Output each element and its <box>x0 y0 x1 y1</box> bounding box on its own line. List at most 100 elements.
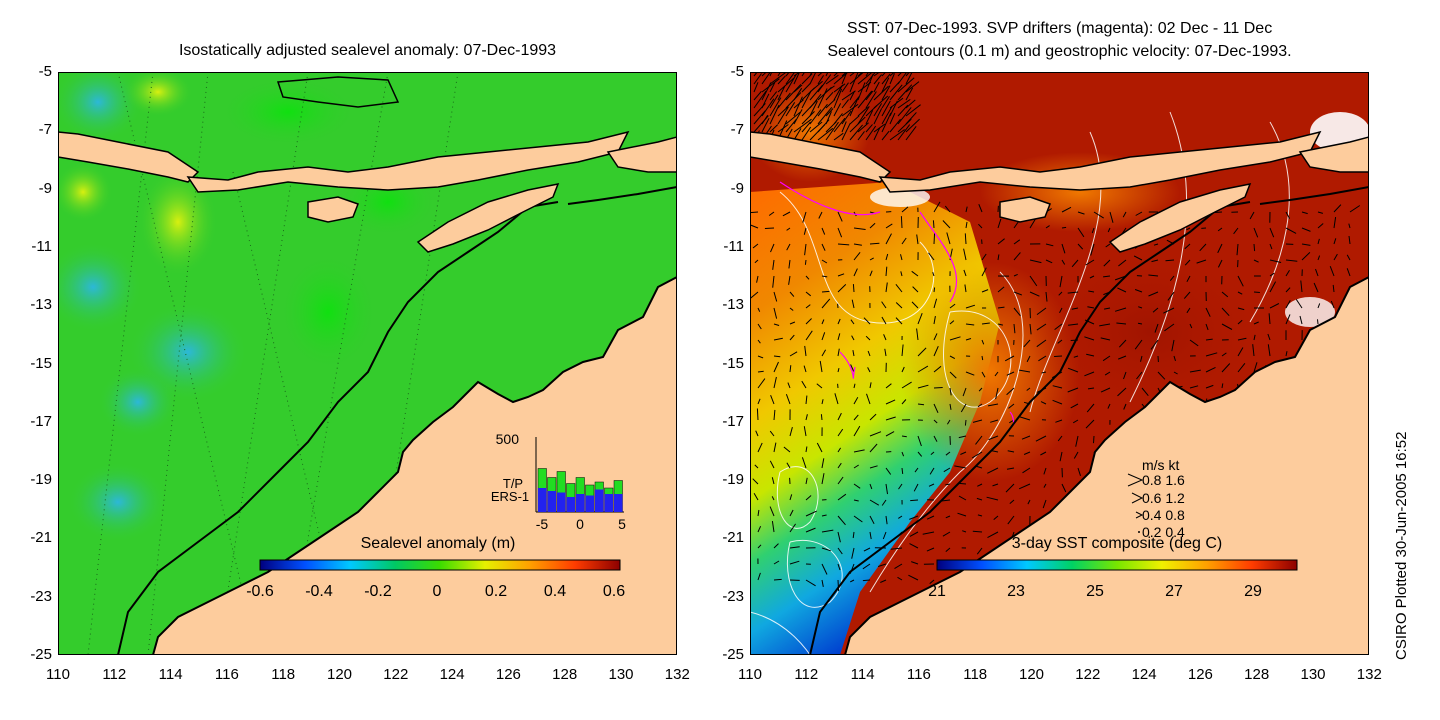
velocity-arrow <box>1055 419 1063 423</box>
velocity-arrow <box>821 579 824 587</box>
velocity-arrow <box>1009 499 1015 504</box>
velocity-arrow <box>789 307 794 311</box>
velocity-arrow <box>1173 371 1178 375</box>
velocity-arrow <box>1205 323 1209 331</box>
velocity-arrow <box>1072 419 1079 424</box>
velocity-arrow <box>943 467 951 473</box>
velocity-arrow <box>805 510 817 517</box>
velocity-arrow <box>867 367 871 373</box>
velocity-arrow <box>957 512 967 517</box>
velocity-arrow <box>853 227 866 230</box>
velocity-arrow <box>1205 384 1214 389</box>
velocity-arrow <box>1140 355 1143 362</box>
velocity-arrow <box>773 578 782 581</box>
velocity-arrow <box>895 302 903 309</box>
velocity-arrow <box>901 237 907 245</box>
velocity-arrow <box>805 414 808 421</box>
velocity-arrow <box>1118 339 1127 348</box>
velocity-arrow <box>773 376 777 389</box>
velocity-arrow <box>1052 399 1063 405</box>
velocity-arrow <box>894 563 903 570</box>
velocity-arrow <box>897 107 912 125</box>
inset-bar-ers <box>595 489 604 512</box>
velocity-arrow <box>821 349 827 357</box>
velocity-arrow <box>755 430 759 437</box>
inset-legend-ers: ERS-1 <box>491 489 529 504</box>
velocity-arrow <box>801 73 813 85</box>
velocity-arrow <box>789 523 797 533</box>
velocity-arrow <box>1217 227 1223 232</box>
velocity-arrow <box>837 243 850 246</box>
velocity-arrow <box>1186 307 1191 314</box>
velocity-arrow <box>862 563 871 570</box>
velocity-arrow <box>905 126 917 141</box>
low-anomaly-region <box>58 72 143 142</box>
velocity-arrow <box>866 393 871 405</box>
velocity-arrow <box>837 367 840 373</box>
velocity-arrow <box>825 91 834 101</box>
velocity-arrow <box>945 483 951 486</box>
velocity-legend: m/s kt 0.8 1.6 0.6 1.2 0.4 0.8 0.2 0.4 <box>1127 457 1185 540</box>
velocity-arrow <box>865 110 874 125</box>
velocity-arrow <box>769 104 780 125</box>
velocity-arrow <box>1221 363 1231 373</box>
lon-tick-label: 126 <box>1187 666 1213 683</box>
velocity-arrow <box>1029 218 1036 229</box>
velocity-arrow <box>901 344 904 357</box>
velocity-arrow <box>850 364 855 373</box>
velocity-arrow <box>962 387 967 397</box>
velocity-arrow <box>1133 255 1143 261</box>
velocity-arrow-0.2 <box>1138 531 1140 533</box>
shelf-contour <box>809 201 1251 655</box>
velocity-arrow <box>1313 282 1319 293</box>
lat-tick-label: -5 <box>38 63 52 80</box>
lat-tick-label: -9 <box>38 179 52 197</box>
velocity-arrow <box>837 563 841 571</box>
velocity-arrow <box>805 527 816 533</box>
velocity-arrow <box>1285 314 1291 325</box>
velocity-arrow <box>963 248 967 261</box>
velocity-arrow <box>1093 211 1104 219</box>
lat-tick-label: -25 <box>30 646 52 663</box>
velocity-arrow <box>1151 259 1159 263</box>
velocity-arrow <box>997 254 1000 261</box>
lesser-sunda-islands <box>186 130 630 193</box>
velocity-arrow <box>1077 467 1081 476</box>
velocity-arrow <box>1091 227 1095 234</box>
velocity-arrow <box>960 451 967 455</box>
velocity-arrow <box>837 579 840 592</box>
velocity-arrow <box>804 345 807 357</box>
velocity-arrow <box>917 347 927 357</box>
velocity-arrow <box>965 323 975 326</box>
velocity-arrow <box>773 355 781 358</box>
velocity-arrow <box>869 515 875 525</box>
lat-tick-label: -19 <box>722 471 744 489</box>
velocity-arrow <box>1252 344 1255 357</box>
velocity-arrow <box>987 467 999 474</box>
velocity-arrow <box>1199 243 1207 252</box>
velocity-arrow <box>1189 369 1201 373</box>
lat-tick-label: -17 <box>30 412 52 430</box>
velocity-arrow <box>1253 291 1260 293</box>
velocity-arrow <box>753 103 766 117</box>
velocity-arrow <box>1169 275 1175 282</box>
velocity-arrow <box>1134 339 1143 350</box>
velocity-arrow <box>865 105 878 117</box>
velocity-arrow <box>1221 307 1230 317</box>
velocity-arrow <box>1165 259 1175 262</box>
velocity-arrow <box>1038 355 1047 362</box>
velocity-arrow <box>1006 387 1015 396</box>
velocity-arrow <box>761 72 768 77</box>
velocity-arrow <box>1071 307 1079 310</box>
lon-tick-label: 114 <box>850 666 875 683</box>
velocity-arrow <box>816 383 823 389</box>
velocity-arrow <box>837 462 842 469</box>
velocity-arrow <box>1269 272 1275 277</box>
velocity-arrow <box>914 467 919 473</box>
velocity-arrow <box>788 275 791 285</box>
velocity-arrow <box>857 122 869 133</box>
velocity-arrow <box>965 338 972 341</box>
velocity-arrow <box>1109 211 1114 223</box>
velocity-arrow <box>773 291 778 302</box>
velocity-arrow <box>972 419 983 423</box>
